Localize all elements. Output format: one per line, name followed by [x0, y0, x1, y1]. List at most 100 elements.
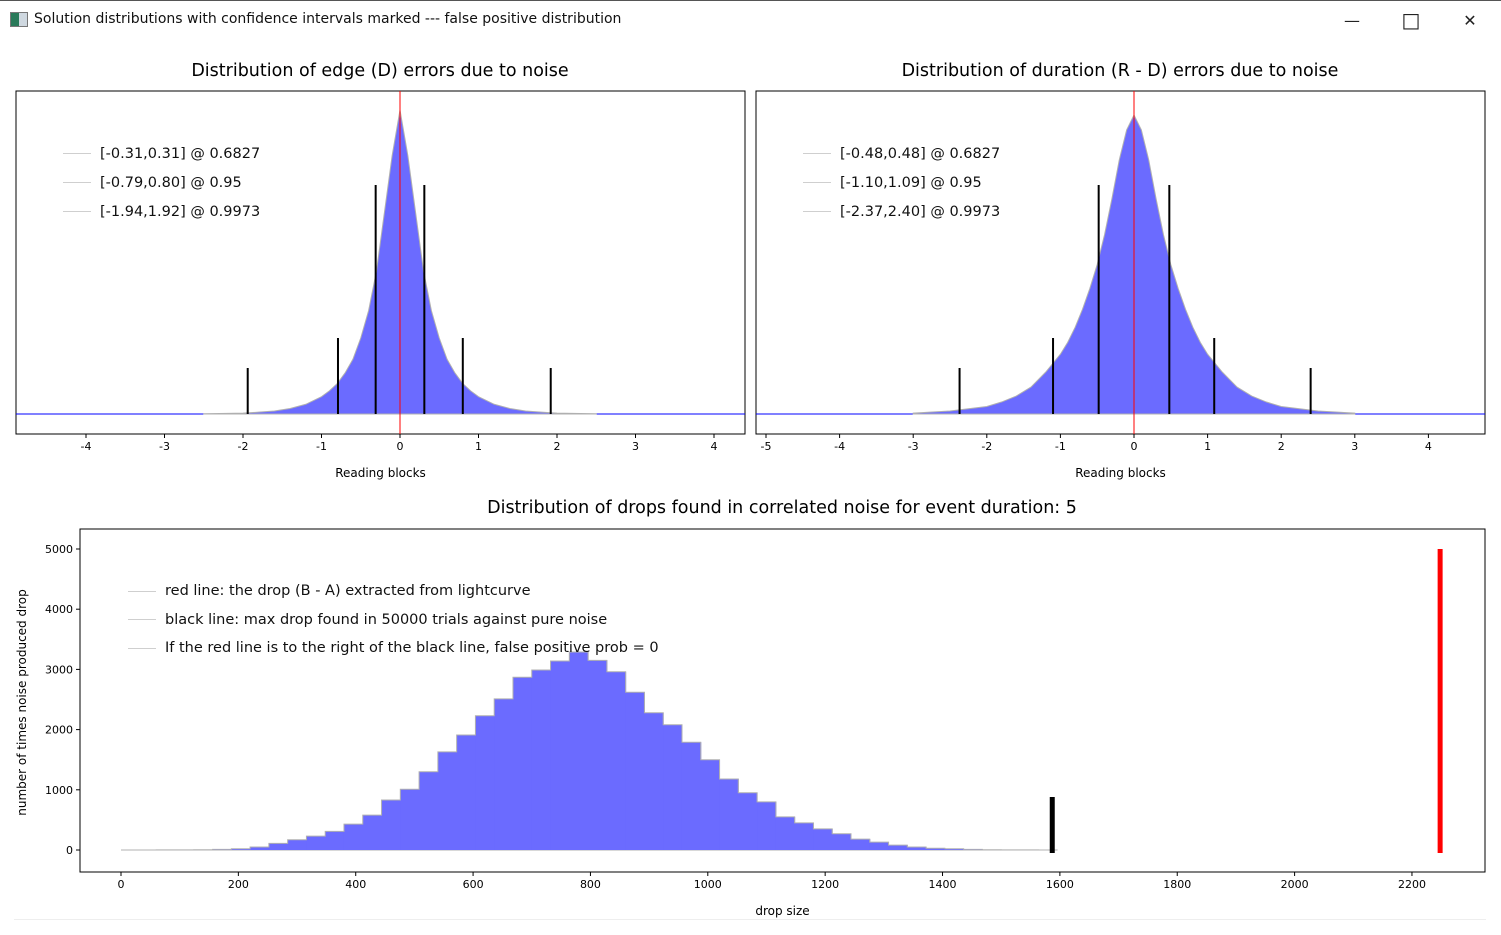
histogram-bar — [437, 751, 458, 850]
histogram-bar — [775, 816, 796, 850]
x-tick-label: 2 — [1278, 440, 1285, 453]
histogram-bar — [907, 846, 927, 850]
histogram-bar — [794, 822, 814, 850]
histogram-bar — [569, 651, 589, 850]
x-tick-label: 4 — [711, 440, 718, 453]
histogram-outline — [136, 651, 1058, 851]
histogram-bar — [832, 833, 852, 850]
histogram-bar — [588, 660, 608, 850]
maximize-icon: □ — [1401, 8, 1421, 32]
histogram-bar — [738, 792, 758, 850]
title-bar: Solution distributions with confidence i… — [0, 0, 1501, 39]
legend-swatch — [128, 590, 156, 592]
legend-swatch — [803, 153, 831, 154]
legend-label: [-0.31,0.31] @ 0.6827 — [100, 145, 261, 162]
histogram-bar — [644, 712, 664, 850]
histogram-bar — [926, 848, 946, 850]
plot-frame — [79, 528, 1486, 873]
close-button[interactable]: ✕ — [1447, 1, 1493, 39]
maximize-button[interactable]: □ — [1388, 1, 1434, 39]
histogram-bar — [625, 692, 645, 850]
x-axis-label: Reading blocks — [1075, 466, 1166, 480]
histogram-bar — [663, 724, 683, 850]
legend-swatch — [128, 647, 156, 649]
minimize-icon: — — [1344, 10, 1360, 30]
legend-item: [-0.79,0.80] @ 0.95 — [63, 168, 260, 197]
x-tick-label: 2 — [554, 440, 561, 453]
legend-item: [-0.31,0.31] @ 0.6827 — [63, 139, 260, 168]
x-tick-label: -4 — [81, 440, 92, 453]
histogram-bar — [813, 828, 833, 850]
histogram-bar — [700, 759, 721, 850]
x-tick-label: -3 — [908, 440, 919, 453]
x-tick-label: 1800 — [1163, 878, 1191, 891]
x-tick-label: -4 — [834, 440, 845, 453]
x-tick-label: 1200 — [811, 878, 839, 891]
histogram-bar — [850, 839, 871, 850]
edge-error-chart-title: Distribution of edge (D) errors due to n… — [191, 61, 569, 81]
legend-item: [-1.94,1.92] @ 0.9973 — [63, 197, 260, 226]
x-tick-label: 0 — [118, 878, 125, 891]
x-axis-label: drop size — [755, 904, 809, 918]
histogram-bar — [250, 846, 270, 850]
legend-item: [-2.37,2.40] @ 0.9973 — [803, 197, 1000, 226]
x-tick-label: 3 — [1351, 440, 1358, 453]
x-tick-label: 3 — [632, 440, 639, 453]
close-icon: ✕ — [1463, 10, 1477, 30]
legend-swatch — [63, 182, 91, 183]
legend-label: red line: the drop (B - A) extracted fro… — [165, 583, 531, 600]
x-tick-label: 4 — [1425, 440, 1432, 453]
histogram-bar — [475, 715, 495, 850]
x-tick-label: -1 — [316, 440, 327, 453]
histogram-bar — [681, 742, 702, 850]
legend-label: black line: max drop found in 50000 tria… — [165, 611, 608, 628]
window-title: Solution distributions with confidence i… — [34, 11, 622, 27]
x-tick-label: 400 — [345, 878, 366, 891]
x-tick-label: 2000 — [1281, 878, 1309, 891]
minimize-button[interactable]: — — [1329, 1, 1375, 39]
y-tick-label: 4000 — [45, 603, 73, 616]
duration-error-legend: [-0.48,0.48] @ 0.6827 [-1.10,1.09] @ 0.9… — [803, 139, 1000, 226]
histogram-bar — [757, 801, 777, 850]
histogram-bar — [944, 848, 965, 850]
y-tick-label: 5000 — [45, 543, 73, 556]
histogram-bar — [888, 845, 908, 850]
legend-label: [-0.79,0.80] @ 0.95 — [100, 174, 242, 191]
divider — [14, 919, 1486, 920]
legend-label: If the red line is to the right of the b… — [165, 640, 659, 657]
legend-item: [-0.48,0.48] @ 0.6827 — [803, 139, 1000, 168]
x-tick-label: 200 — [228, 878, 249, 891]
x-tick-label: 1600 — [1046, 878, 1074, 891]
x-tick-label: 1000 — [694, 878, 722, 891]
x-tick-label: -5 — [761, 440, 772, 453]
x-tick-label: -3 — [159, 440, 170, 453]
x-tick-label: -2 — [981, 440, 992, 453]
histogram-bar — [287, 839, 307, 850]
x-tick-label: -2 — [238, 440, 249, 453]
legend-item: [-1.10,1.09] @ 0.95 — [803, 168, 1000, 197]
histogram-bar — [306, 836, 326, 850]
x-tick-label: 0 — [397, 440, 404, 453]
legend-swatch — [63, 211, 91, 212]
histogram-bar — [231, 848, 251, 850]
legend-item: black line: max drop found in 50000 tria… — [128, 606, 659, 635]
legend-swatch — [63, 153, 91, 154]
histogram-bar — [362, 815, 383, 850]
histogram-bar — [550, 660, 570, 850]
legend-swatch — [128, 619, 156, 621]
legend-label: [-2.37,2.40] @ 0.9973 — [840, 203, 1001, 220]
legend-swatch — [803, 211, 831, 212]
histogram-bar — [456, 735, 476, 850]
drop-chart-title: Distribution of drops found in correlate… — [487, 498, 1077, 518]
x-tick-label: 0 — [1131, 440, 1138, 453]
x-tick-label: 2200 — [1398, 878, 1426, 891]
y-tick-label: 3000 — [45, 663, 73, 676]
edge-error-legend: [-0.31,0.31] @ 0.6827 [-0.79,0.80] @ 0.9… — [63, 139, 260, 226]
legend-item: red line: the drop (B - A) extracted fro… — [128, 577, 659, 606]
x-tick-label: 1 — [475, 440, 482, 453]
histogram-bar — [494, 698, 514, 850]
histogram-bar — [869, 842, 890, 850]
x-tick-label: 1400 — [929, 878, 957, 891]
histogram-bar — [512, 677, 533, 850]
